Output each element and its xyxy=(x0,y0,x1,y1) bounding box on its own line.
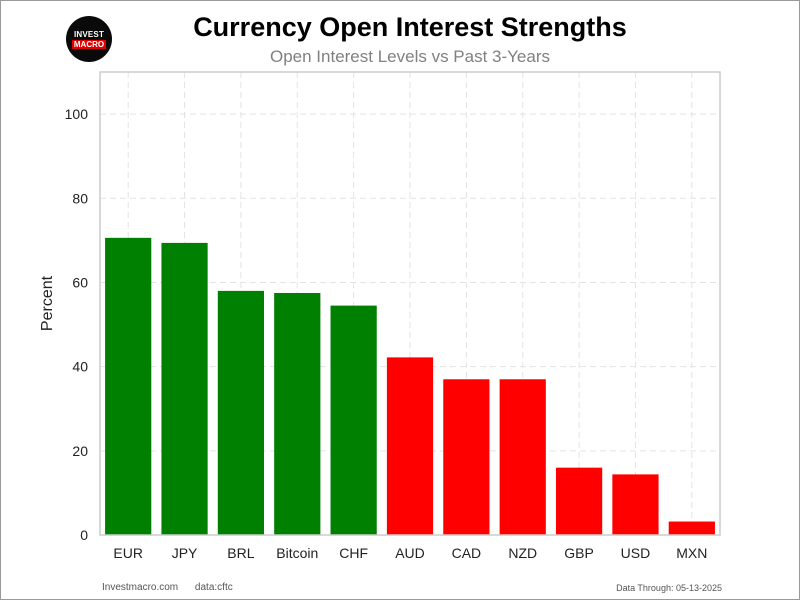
x-tick-label: NZD xyxy=(508,545,537,561)
x-tick-label: JPY xyxy=(172,545,198,561)
logo-text-bottom: MACRO xyxy=(71,39,107,49)
footer-source: data:cftc xyxy=(194,582,233,593)
bar-nzd xyxy=(499,379,546,535)
y-tick-label: 60 xyxy=(72,274,88,290)
y-tick-label: 20 xyxy=(72,443,88,459)
bar-usd xyxy=(612,474,659,535)
bar-gbp xyxy=(555,467,603,535)
footer-left: Investmacro.com data:cftc xyxy=(102,582,247,593)
investmacro-logo: INVEST MACRO xyxy=(66,16,112,62)
x-tick-label: USD xyxy=(621,545,651,561)
bar-cad xyxy=(443,379,490,535)
bar-brl xyxy=(217,290,265,535)
bar-jpy xyxy=(161,242,208,535)
bar-aud xyxy=(386,357,434,535)
chart-title: Currency Open Interest Strengths xyxy=(193,12,627,42)
y-tick-label: 40 xyxy=(72,359,88,375)
plot-area-border xyxy=(99,71,721,536)
y-tick-label: 80 xyxy=(72,190,88,206)
x-tick-label: CHF xyxy=(339,545,368,561)
footer-site: Investmacro.com xyxy=(102,582,179,593)
x-tick-label: CAD xyxy=(452,545,482,561)
footer-date: Data Through: 05-13-2025 xyxy=(616,583,722,593)
bar-bitcoin xyxy=(274,292,321,535)
y-axis-label: Percent xyxy=(39,275,56,331)
x-tick-label: MXN xyxy=(676,545,707,561)
x-tick-label: EUR xyxy=(113,545,143,561)
bar-mxn xyxy=(668,521,715,535)
chart-subtitle: Open Interest Levels vs Past 3-Years xyxy=(269,47,551,66)
x-tick-label: AUD xyxy=(395,545,425,561)
logo-text-top: INVEST xyxy=(73,29,105,39)
y-tick-label: 0 xyxy=(80,527,88,543)
x-tick-label: Bitcoin xyxy=(276,545,318,561)
y-tick-label: 100 xyxy=(65,106,89,122)
x-tick-label: GBP xyxy=(564,545,594,561)
bar-eur xyxy=(105,237,152,535)
bar-chf xyxy=(330,305,377,535)
x-tick-label: BRL xyxy=(227,545,254,561)
